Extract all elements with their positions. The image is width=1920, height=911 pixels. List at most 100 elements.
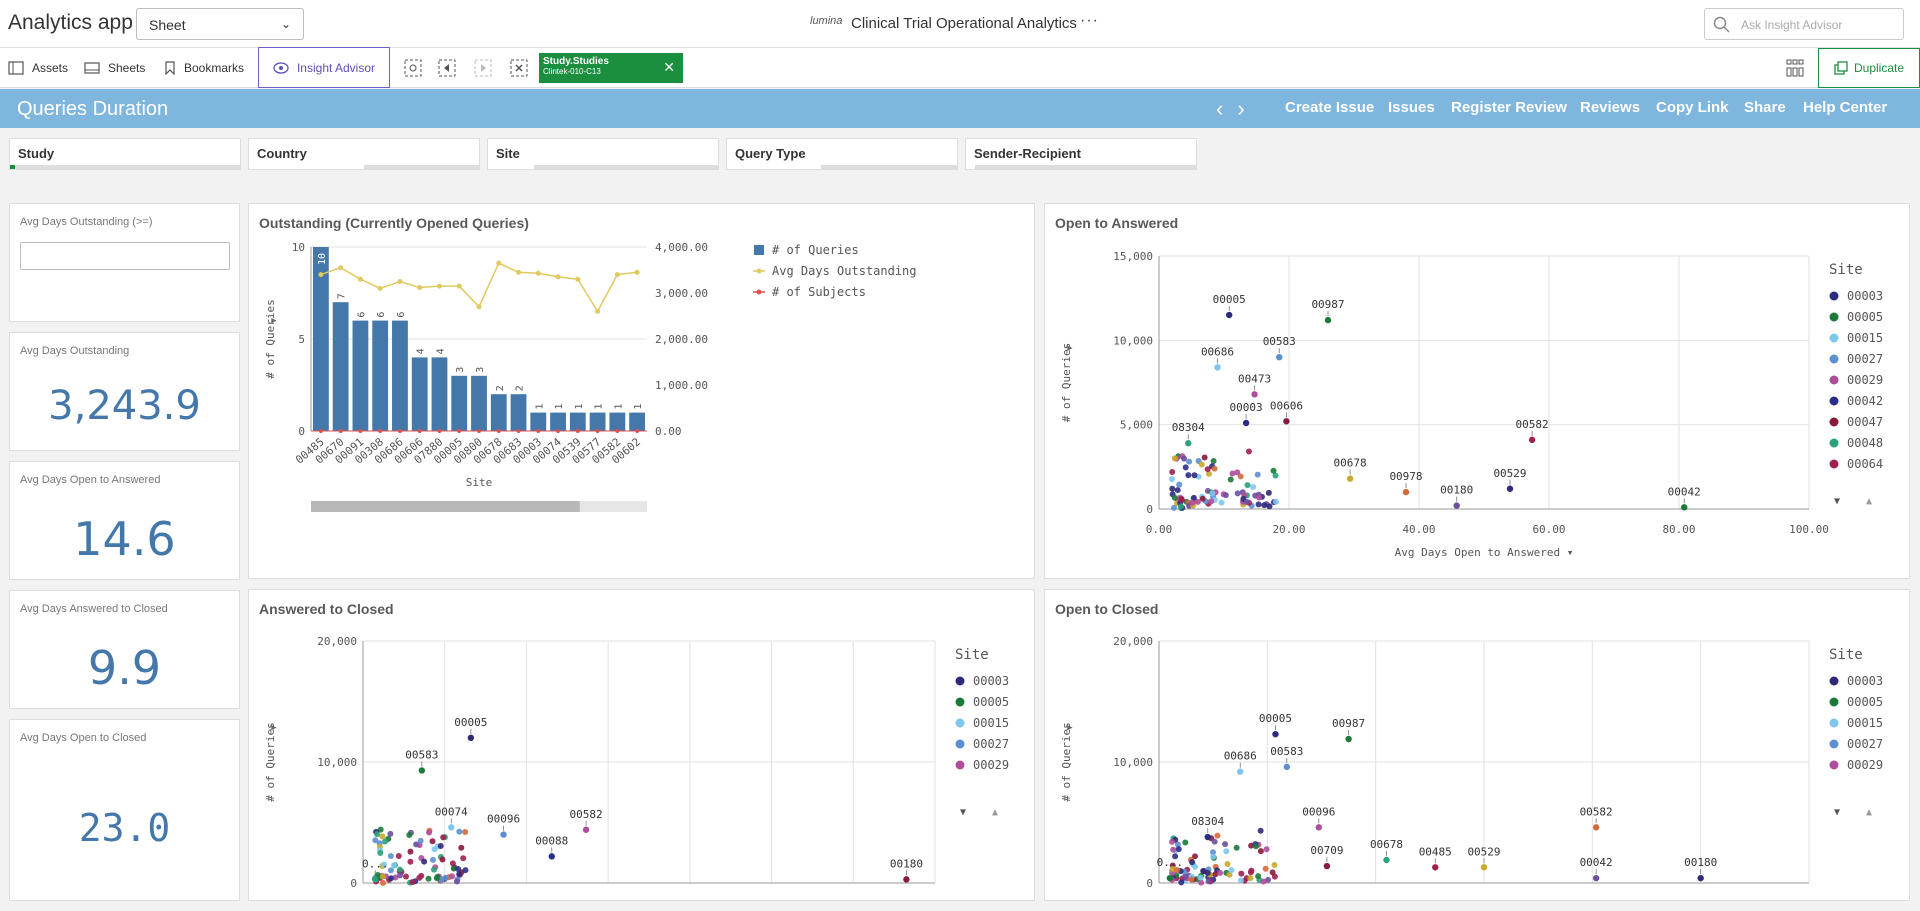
selections-tool-icon[interactable] xyxy=(403,58,423,78)
bookmarks-button[interactable]: Bookmarks xyxy=(164,48,244,88)
clear-selections-icon[interactable] xyxy=(509,58,529,78)
scatter-point xyxy=(1190,494,1197,501)
help-center-link[interactable]: Help Center xyxy=(1803,99,1888,116)
close-icon[interactable]: ✕ xyxy=(663,59,675,75)
scatter-point xyxy=(1345,735,1352,743)
toolbar: Assets Sheets Bookmarks Insight Advisor … xyxy=(0,47,1920,88)
duplicate-button[interactable]: Duplicate xyxy=(1818,48,1920,88)
bar xyxy=(471,375,487,431)
share-link[interactable]: Share xyxy=(1744,99,1786,116)
point-label: 00096 xyxy=(487,813,520,826)
scatter-point xyxy=(462,867,469,874)
scatter-point xyxy=(1346,475,1354,482)
scatter-point xyxy=(387,830,394,837)
bar-data-label: 2 xyxy=(515,385,526,391)
filter-site[interactable]: Site xyxy=(487,138,719,170)
y-axis-label: # of Queries xyxy=(1060,722,1073,801)
scatter-point xyxy=(1210,458,1217,465)
scatter-point xyxy=(1324,316,1332,324)
bookmarks-label: Bookmarks xyxy=(184,61,245,75)
y2-tick-label: 3,000.00 xyxy=(655,287,708,300)
issues-link[interactable]: Issues xyxy=(1388,99,1435,116)
scatter-point xyxy=(1283,418,1290,425)
avg-days-outstanding-input[interactable] xyxy=(20,242,230,270)
scatter-point xyxy=(1194,498,1201,505)
create-issue-link[interactable]: Create Issue xyxy=(1285,99,1375,116)
bar xyxy=(530,412,547,431)
legend-swatch xyxy=(1829,697,1839,707)
sheets-label: Sheets xyxy=(108,61,146,75)
reviews-link[interactable]: Reviews xyxy=(1580,99,1641,116)
scatter-point xyxy=(1181,455,1188,462)
point-label: 08304 xyxy=(1191,815,1224,828)
kpi-value: 9.9 xyxy=(87,641,162,695)
scatter-point xyxy=(1237,877,1244,884)
filter-label: Study xyxy=(18,146,55,161)
point-label: 00096 xyxy=(1302,805,1335,818)
x-tick-label: 120.00 xyxy=(1789,897,1829,898)
scatter-point xyxy=(1200,867,1207,874)
x-tick-label: 40.00 xyxy=(673,897,706,898)
legend-swatch xyxy=(1829,739,1839,749)
filter-study[interactable]: Study xyxy=(9,138,241,170)
sheet-selector[interactable]: Sheet ⌄ xyxy=(136,8,304,40)
step-forward-icon xyxy=(474,59,492,77)
scatter-point xyxy=(1247,875,1254,882)
chevron-left-icon[interactable]: ‹ xyxy=(1216,96,1224,121)
point-label: 00005 xyxy=(1259,712,1292,725)
assets-button[interactable]: Assets xyxy=(8,48,68,88)
legend-swatch xyxy=(1829,760,1839,770)
legend-label: 00042 xyxy=(1847,394,1883,408)
answered-to-closed-chart[interactable]: 0 10,000 20,000 0.00 10.00 20.00 30.00 40.00 50.… xyxy=(249,626,1034,898)
scatter-point xyxy=(1204,869,1211,876)
point-label: 00686 xyxy=(1201,345,1234,358)
scatter-point xyxy=(387,852,394,859)
outstanding-chart[interactable]: 0 5 10 0.00 1,000.00 2,000.00 3,000.00 4,000.00… xyxy=(249,240,1034,576)
copy-link[interactable]: Copy Link xyxy=(1656,99,1729,116)
scatter-point xyxy=(1323,862,1331,870)
scatter-point xyxy=(407,848,414,855)
more-options-icon[interactable]: ··· xyxy=(1080,12,1099,29)
open-to-answered-chart[interactable]: 0 5,000 10,000 15,000 0.00 20.00 40.00 60.00 80.… xyxy=(1045,240,1909,576)
scatter-point xyxy=(1315,824,1322,831)
expand-icon: ▶ xyxy=(1067,723,1073,733)
bar-data-label: 6 xyxy=(396,312,407,318)
scatter-point xyxy=(456,828,463,835)
step-back-icon[interactable] xyxy=(437,58,457,78)
legend-swatch xyxy=(955,739,965,749)
open-to-answered-panel: Open to Answered 0 5,000 10,000 15,000 0.00 2… xyxy=(1044,203,1910,579)
grid-icon[interactable] xyxy=(1786,59,1804,77)
register-review-link[interactable]: Register Review xyxy=(1451,99,1567,116)
app-title: Analytics app xyxy=(8,11,133,34)
scatter-point xyxy=(1182,873,1189,880)
filter-query-type[interactable]: Query Type xyxy=(726,138,958,170)
scatter-point xyxy=(372,876,379,883)
filter-sender-recipient[interactable]: Sender-Recipient xyxy=(965,138,1197,170)
bookmark-icon xyxy=(165,61,175,75)
scatter-point xyxy=(1228,867,1235,874)
legend-label: 00027 xyxy=(1847,737,1883,751)
legend-label: 00005 xyxy=(973,695,1009,709)
y-tick-label: 0 xyxy=(1146,503,1153,516)
selection-chip[interactable]: Study.Studies Clintek-010-C13 ✕ xyxy=(539,53,683,83)
scatter-point xyxy=(1204,466,1211,473)
scatter-point xyxy=(1171,455,1178,462)
y-tick-label: 0 xyxy=(350,877,357,890)
insight-advisor-button[interactable]: Insight Advisor xyxy=(258,47,390,88)
scatter-point xyxy=(413,841,420,848)
scatter-point xyxy=(433,875,440,882)
chevron-down-icon: ⌄ xyxy=(280,17,291,31)
open-to-closed-chart[interactable]: 0 10,000 20,000 0.00 20.00 40.00 60.00 80.00 100… xyxy=(1045,626,1909,898)
scatter-point xyxy=(437,843,444,850)
legend-swatch xyxy=(1829,718,1839,728)
insight-search-input[interactable]: Ask Insight Advisor xyxy=(1704,8,1904,40)
scatter-point xyxy=(1211,465,1218,472)
sheets-button[interactable]: Sheets xyxy=(84,48,145,88)
x-tick-label: 70.00 xyxy=(918,897,951,898)
y-tick-label: 5,000 xyxy=(1120,419,1153,432)
y2-tick-label: 0.00 xyxy=(655,425,682,438)
point-label: 00005 xyxy=(454,716,487,729)
filter-country[interactable]: Country xyxy=(248,138,480,170)
outstanding-chart-panel: Outstanding (Currently Opened Queries) 0… xyxy=(248,203,1035,579)
chevron-right-icon[interactable]: › xyxy=(1237,96,1245,121)
